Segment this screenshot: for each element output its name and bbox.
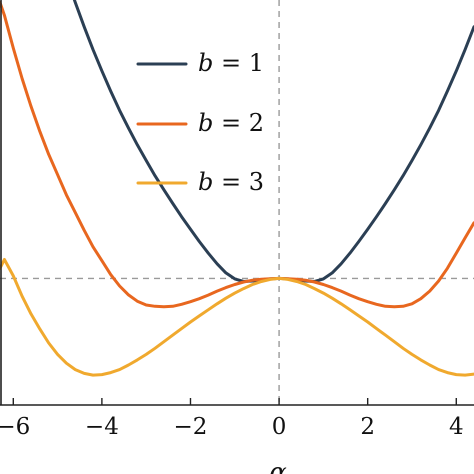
legend-label-2: b = 2 bbox=[198, 109, 264, 137]
legend: b = 1 b = 2 b = 3 bbox=[136, 49, 264, 196]
series-line-3 bbox=[0, 258, 474, 377]
x-axis-title: α bbox=[269, 458, 287, 474]
plot-area bbox=[0, 0, 474, 405]
x-tick-label: −2 bbox=[174, 414, 208, 440]
x-tick-label: 0 bbox=[272, 414, 287, 440]
x-tick-label: 2 bbox=[360, 414, 375, 440]
x-tick-label: −6 bbox=[0, 414, 30, 440]
series-line-1 bbox=[72, 0, 474, 283]
x-tick-label: 4 bbox=[449, 414, 464, 440]
x-tick-label: −4 bbox=[85, 414, 119, 440]
series-line-2 bbox=[0, 1, 474, 309]
legend-label-3: b = 3 bbox=[198, 168, 264, 196]
x-axis: −6 −4 −2 0 2 4 bbox=[0, 0, 474, 440]
legend-label-1: b = 1 bbox=[198, 49, 264, 77]
